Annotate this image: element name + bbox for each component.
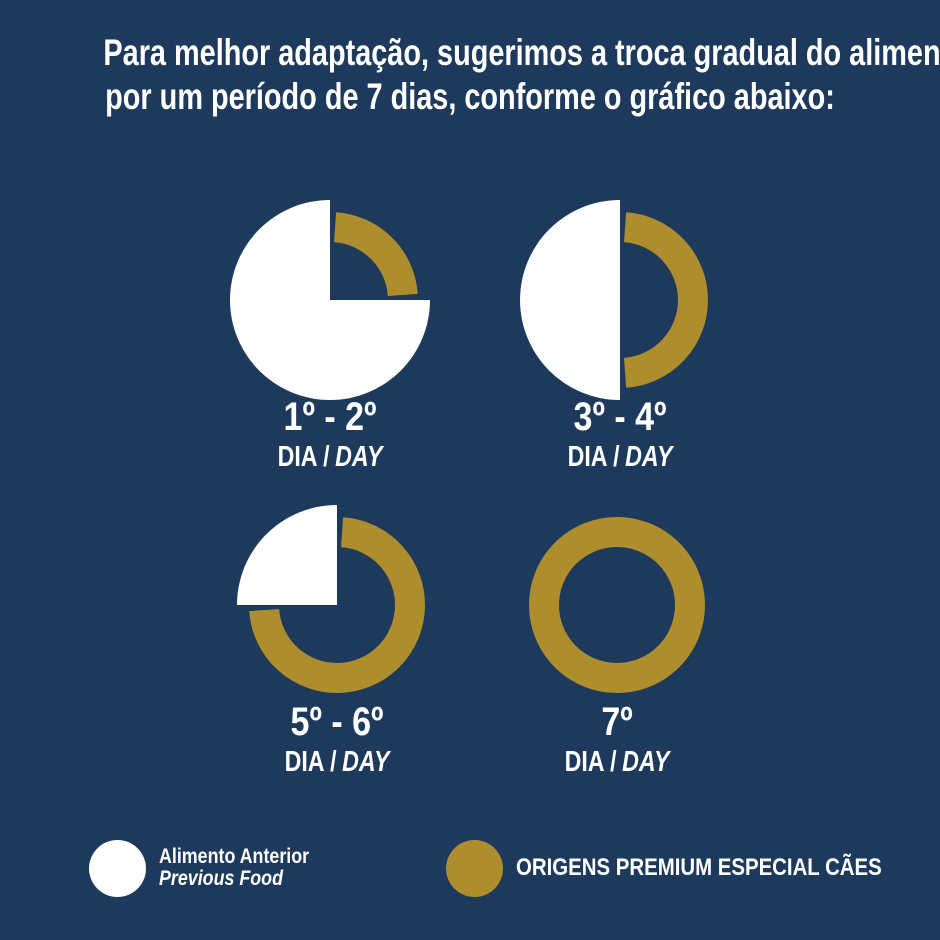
previous-food-swatch-icon (89, 839, 146, 897)
stage-label: 3º - 4º (573, 395, 667, 439)
new-food-swatch-icon (446, 839, 503, 897)
slash-separator: / (330, 746, 337, 778)
day-text: DAY (342, 746, 390, 778)
slash-separator: / (613, 441, 620, 473)
stage-sublabel: DIA / DAY (217, 747, 457, 777)
donut-chart-day-7 (529, 517, 705, 693)
dia-text: DIA (567, 441, 608, 473)
stage-day-1-2: 1º - 2º DIA / DAY (180, 190, 480, 490)
legend-new-food-label: ORIGENS PREMIUM ESPECIAL CÃES (516, 854, 882, 881)
stage-sublabel: DIA / DAY (500, 442, 740, 472)
stage-day-3-4: 3º - 4º DIA / DAY (470, 190, 770, 490)
dia-text: DIA (564, 746, 605, 778)
legend-previous-line2: Previous Food (159, 867, 283, 890)
stage-label: 5º - 6º (290, 700, 384, 744)
day-text: DAY (625, 441, 673, 473)
legend-previous-food: Alimento Anterior Previous Food (89, 839, 336, 897)
stage-day-5-6: 5º - 6º DIA / DAY (187, 495, 487, 795)
slash-separator: / (323, 441, 330, 473)
page-title: Para melhor adaptação, sugerimos a troca… (103, 31, 940, 119)
legend-new-food: ORIGENS PREMIUM ESPECIAL CÃES (446, 839, 940, 897)
dia-text: DIA (277, 441, 318, 473)
legend-previous-line1: Alimento Anterior (159, 845, 310, 868)
pie-chart-day-3-4 (520, 200, 708, 400)
pie-chart-day-5-6 (237, 505, 425, 693)
stage-label: 7º (601, 700, 633, 744)
title-line-1: Para melhor adaptação, sugerimos a troca… (103, 32, 940, 73)
legend-previous-food-label: Alimento Anterior Previous Food (159, 846, 309, 890)
stage-day-7: 7º DIA / DAY (467, 495, 767, 795)
day-text: DAY (622, 746, 670, 778)
slash-separator: / (610, 746, 617, 778)
title-line-2: por um período de 7 dias, conforme o grá… (105, 76, 835, 117)
stage-sublabel: DIA / DAY (210, 442, 450, 472)
stage-label: 1º - 2º (283, 395, 377, 439)
day-text: DAY (335, 441, 383, 473)
pie-chart-day-1-2 (230, 200, 430, 400)
dia-text: DIA (284, 746, 325, 778)
stage-sublabel: DIA / DAY (497, 747, 737, 777)
